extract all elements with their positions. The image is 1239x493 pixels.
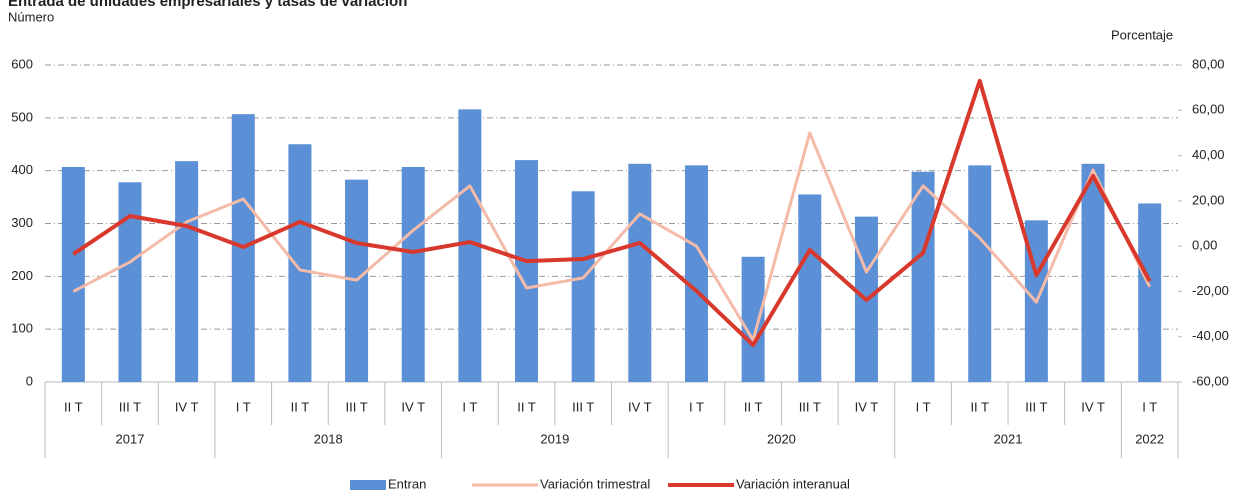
x-tick-label: IV T [628, 399, 652, 414]
y2-axis-label: Porcentaje [1111, 27, 1173, 42]
y2-tick-label: 40,00 [1192, 147, 1225, 162]
line-series [72, 78, 1152, 348]
x-tick-label: III T [572, 399, 594, 414]
bar [798, 194, 822, 382]
x-group-label: 2017 [116, 431, 145, 446]
x-tick-label: III T [119, 399, 141, 414]
x-tick-label: II T [291, 399, 310, 414]
bar [741, 256, 765, 382]
bar [911, 171, 935, 382]
y-tick-label: 400 [11, 162, 33, 177]
x-tick-label: II T [64, 399, 83, 414]
x-tick-label: II T [517, 399, 536, 414]
x-tick-label: III T [799, 399, 821, 414]
x-group-label: 2018 [314, 431, 343, 446]
bar [61, 166, 85, 382]
x-group-label: 2021 [994, 431, 1023, 446]
bar [401, 166, 425, 382]
bar [458, 109, 482, 382]
bar [515, 160, 539, 382]
legend-swatch [350, 480, 386, 490]
bar [288, 144, 312, 382]
y-tick-label: 500 [11, 109, 33, 124]
x-tick-label: I T [462, 399, 477, 414]
bar [684, 165, 708, 382]
bar [571, 191, 595, 382]
x-tick-label: IV T [855, 399, 879, 414]
y-tick-label: 200 [11, 268, 33, 283]
x-tick-label: II T [970, 399, 989, 414]
x-tick-label: IV T [401, 399, 425, 414]
x-tick-label: IV T [1081, 399, 1105, 414]
chart-title: Entrada de unidades empresariales y tasa… [8, 0, 407, 10]
y-tick-label: 0 [26, 373, 33, 388]
bar [1138, 203, 1162, 382]
y2-tick-label: -60,00 [1192, 373, 1229, 388]
bar [1081, 163, 1105, 382]
x-tick-label: II T [744, 399, 763, 414]
x-tick-label: I T [236, 399, 251, 414]
x-group-label: 2019 [540, 431, 569, 446]
bar [968, 165, 992, 382]
x-tick-label: IV T [175, 399, 199, 414]
y2-tick-label: -20,00 [1192, 283, 1229, 298]
y-tick-label: 100 [11, 321, 33, 336]
bar [175, 161, 199, 382]
legend-label: Variación trimestral [540, 476, 650, 491]
x-group-label: 2020 [767, 431, 796, 446]
y2-tick-label: 60,00 [1192, 102, 1225, 117]
y2-tick-label: 80,00 [1192, 56, 1225, 71]
x-tick-label: I T [689, 399, 704, 414]
y2-tick-label: 20,00 [1192, 192, 1225, 207]
legend-label: Variación interanual [736, 476, 850, 491]
subtitle: Número [8, 9, 54, 24]
bar [118, 182, 142, 382]
y2-tick-label: 0,00 [1192, 238, 1217, 253]
x-tick-label: III T [1025, 399, 1047, 414]
y2-tick-label: -40,00 [1192, 328, 1229, 343]
y-tick-label: 300 [11, 215, 33, 230]
x-tick-label: I T [1142, 399, 1157, 414]
y-tick-label: 600 [11, 56, 33, 71]
legend-label: Entran [388, 476, 426, 491]
line-series [72, 131, 1152, 342]
x-tick-label: III T [345, 399, 367, 414]
x-group-label: 2022 [1135, 431, 1164, 446]
x-tick-label: I T [916, 399, 931, 414]
bar [628, 163, 652, 382]
